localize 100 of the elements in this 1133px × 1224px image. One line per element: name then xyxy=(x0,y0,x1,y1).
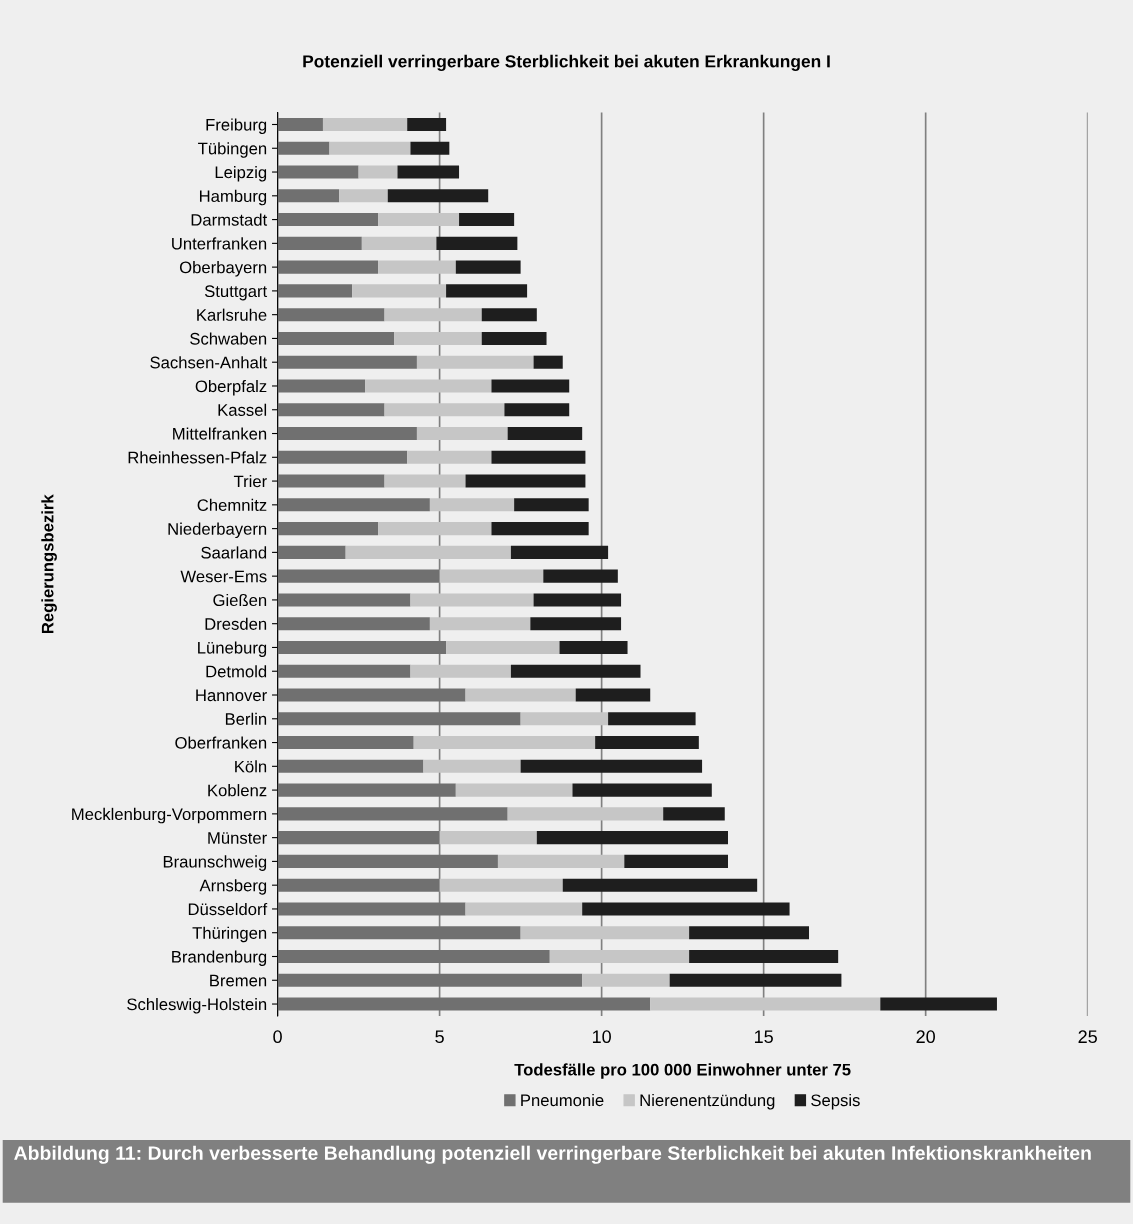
bar xyxy=(536,831,728,845)
bar xyxy=(520,926,690,940)
x-tick-label: 5 xyxy=(435,1030,444,1044)
bar xyxy=(465,474,586,488)
bar xyxy=(582,902,790,916)
y-tick-label: Weser-Ems xyxy=(180,570,267,583)
text: Abbildung 11: Durch verbesserte Behandlung potenziell verringerbare Sterblichkeit bei akuten Infektionskrankheiten xyxy=(14,1145,1091,1164)
bar xyxy=(416,426,508,441)
y-tick-label: Schleswig-Holstein xyxy=(127,998,267,1014)
y-tick-label: Unterfranken xyxy=(172,237,267,250)
x-tick-label: 15 xyxy=(754,1030,773,1044)
y-tick-label: Rheinhessen-Pfalz xyxy=(128,451,267,464)
legend-label: Nierenentzündung xyxy=(640,1093,775,1110)
bar xyxy=(277,878,440,892)
x-tick-label: 0 xyxy=(273,1030,282,1044)
bar xyxy=(663,807,725,821)
bar xyxy=(277,379,366,393)
y-tick-label: Brandenburg xyxy=(172,950,267,966)
bar xyxy=(624,854,728,868)
bar xyxy=(378,213,460,227)
bar xyxy=(520,712,609,726)
bar xyxy=(491,450,586,464)
bar xyxy=(322,117,408,132)
bar xyxy=(277,165,359,179)
y-tick-label: Thüringen xyxy=(192,926,267,943)
bar xyxy=(384,474,466,488)
y-tick-label: Oberbayern xyxy=(179,261,267,277)
bar xyxy=(329,141,411,155)
bar xyxy=(481,308,537,322)
bar xyxy=(277,569,440,583)
bar xyxy=(277,664,411,678)
x-tick-label: 10 xyxy=(592,1030,611,1044)
bar xyxy=(439,831,537,845)
bar xyxy=(416,355,534,369)
y-tick-label: Hamburg xyxy=(199,189,267,206)
bar xyxy=(277,331,395,345)
bar xyxy=(446,284,528,298)
bar xyxy=(277,260,379,274)
y-tick-label: Berlin xyxy=(225,712,267,725)
bar xyxy=(689,926,810,940)
bar xyxy=(572,783,712,797)
y-tick-label: Münster xyxy=(208,832,267,844)
bar xyxy=(582,973,670,987)
y-tick-label: Detmold xyxy=(206,665,267,678)
bar xyxy=(277,997,651,1011)
bar xyxy=(595,736,699,750)
bar xyxy=(436,236,518,250)
y-tick-label: Lüneburg xyxy=(198,641,267,657)
bar xyxy=(277,403,385,417)
bar xyxy=(507,807,664,821)
bar xyxy=(277,640,447,654)
bar xyxy=(510,664,641,678)
y-tick-label: Freiburg xyxy=(206,118,267,134)
bar xyxy=(277,450,408,464)
y-tick-label: Leipzig xyxy=(215,166,267,182)
bar xyxy=(407,450,492,464)
bar xyxy=(277,474,385,488)
bar xyxy=(277,284,353,298)
y-tick-label: Trier xyxy=(233,475,267,488)
legend-label: Sepsis xyxy=(811,1093,860,1110)
bar xyxy=(465,902,583,916)
bar xyxy=(277,522,379,536)
legend-label: Pneumonie xyxy=(521,1093,604,1107)
bar xyxy=(365,379,492,393)
bar xyxy=(277,712,521,726)
bar xyxy=(459,213,515,227)
bar xyxy=(277,759,424,773)
bar xyxy=(533,355,563,369)
bar xyxy=(378,260,456,274)
bar xyxy=(277,117,323,132)
bar xyxy=(689,949,839,964)
bar xyxy=(514,498,589,512)
y-tick-label: Kassel xyxy=(218,403,267,416)
bar xyxy=(608,712,696,726)
bar xyxy=(358,165,398,179)
y-tick-label: Braunschweig xyxy=(163,855,267,871)
bar xyxy=(533,593,622,607)
bar xyxy=(277,593,411,607)
y-tick-label: Chemnitz xyxy=(197,498,267,512)
bar xyxy=(439,878,563,892)
bar xyxy=(277,213,379,227)
y-tick-label: Niederbayern xyxy=(168,522,267,539)
bar xyxy=(345,545,511,559)
bar xyxy=(277,831,440,845)
y-axis-title: Regierungsbezirk xyxy=(41,494,57,634)
bar xyxy=(410,593,534,607)
y-tick-label: Köln xyxy=(235,760,267,773)
x-tick-label: 20 xyxy=(916,1030,935,1044)
bar xyxy=(455,783,573,797)
bar xyxy=(455,260,521,274)
bar xyxy=(497,854,625,868)
bar xyxy=(543,569,618,583)
bar xyxy=(387,189,489,203)
y-tick-label: Stuttgart xyxy=(204,285,268,301)
bar xyxy=(446,640,560,654)
y-tick-label: Karlsruhe xyxy=(197,308,267,321)
bar xyxy=(439,569,544,583)
bar xyxy=(277,926,521,940)
bar xyxy=(650,997,881,1011)
bar xyxy=(397,165,460,179)
